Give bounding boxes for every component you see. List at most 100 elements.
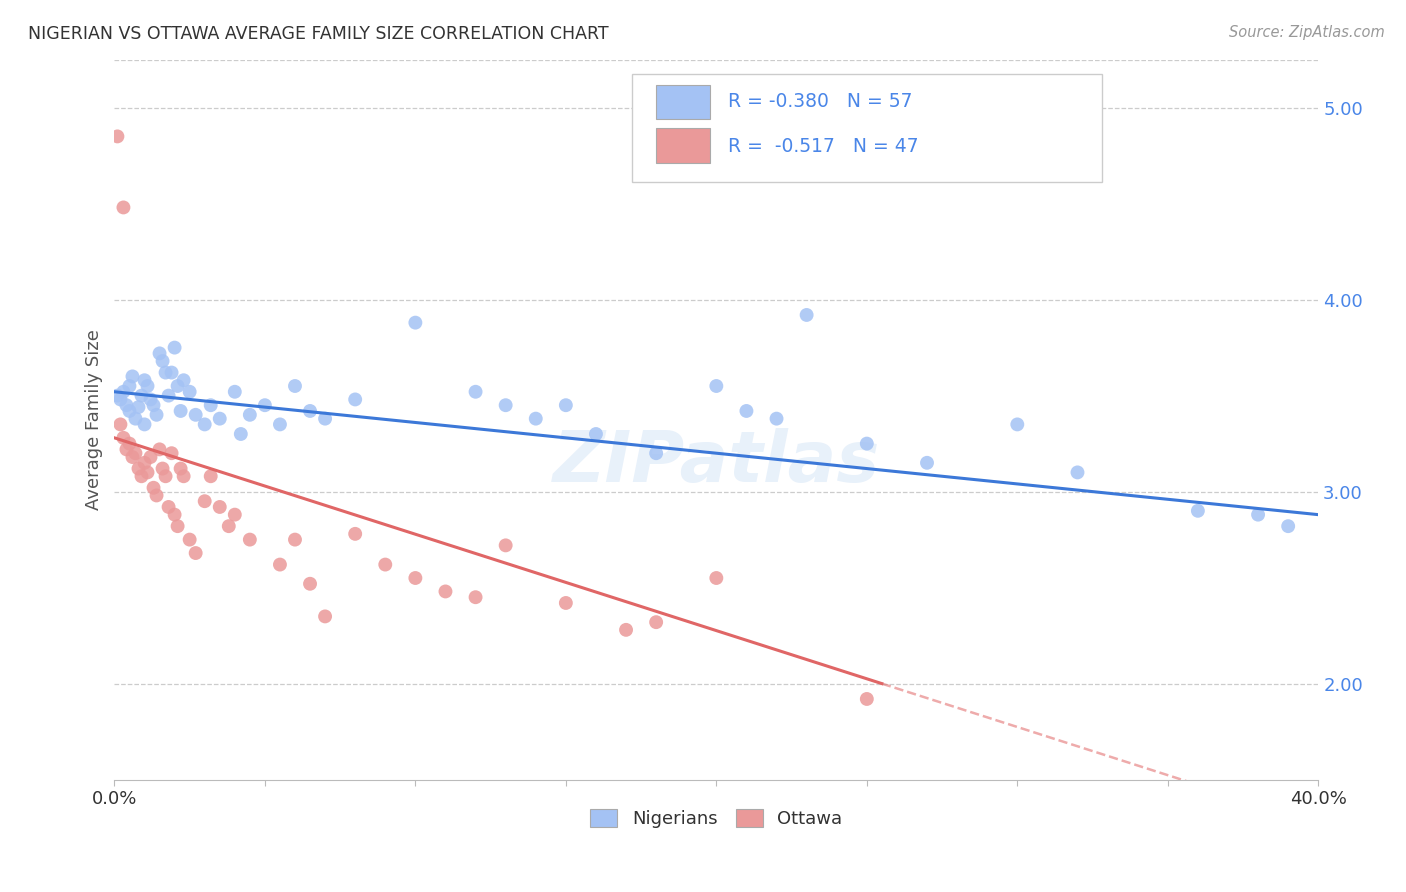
Point bbox=[495, 538, 517, 552]
Point bbox=[163, 341, 186, 355]
Point bbox=[142, 398, 165, 412]
Point bbox=[136, 466, 159, 480]
FancyBboxPatch shape bbox=[657, 128, 710, 162]
Point bbox=[127, 400, 149, 414]
Point bbox=[404, 316, 426, 330]
Point bbox=[160, 446, 183, 460]
Point bbox=[166, 519, 188, 533]
Text: R = -0.380   N = 57: R = -0.380 N = 57 bbox=[728, 92, 912, 111]
Point bbox=[134, 373, 156, 387]
Point bbox=[110, 417, 132, 432]
Point bbox=[404, 571, 426, 585]
Point bbox=[118, 436, 141, 450]
Point bbox=[139, 450, 162, 464]
Point bbox=[269, 417, 291, 432]
Point bbox=[614, 623, 637, 637]
Text: NIGERIAN VS OTTAWA AVERAGE FAMILY SIZE CORRELATION CHART: NIGERIAN VS OTTAWA AVERAGE FAMILY SIZE C… bbox=[28, 25, 609, 43]
Point bbox=[218, 519, 240, 533]
Point bbox=[194, 417, 217, 432]
Point bbox=[184, 408, 207, 422]
Point bbox=[704, 571, 727, 585]
Point bbox=[554, 398, 576, 412]
Point bbox=[735, 404, 758, 418]
Point bbox=[142, 481, 165, 495]
Point bbox=[160, 366, 183, 380]
Point bbox=[314, 411, 336, 425]
Point bbox=[253, 398, 276, 412]
Point bbox=[314, 609, 336, 624]
Point bbox=[915, 456, 938, 470]
Point bbox=[344, 526, 367, 541]
Point bbox=[121, 369, 143, 384]
Point bbox=[464, 591, 486, 605]
Text: Source: ZipAtlas.com: Source: ZipAtlas.com bbox=[1229, 25, 1385, 40]
Point bbox=[796, 308, 818, 322]
Point bbox=[284, 379, 307, 393]
Point bbox=[704, 379, 727, 393]
Point bbox=[163, 508, 186, 522]
Point bbox=[585, 427, 607, 442]
Point bbox=[136, 379, 159, 393]
Point bbox=[856, 436, 879, 450]
Point bbox=[169, 461, 191, 475]
Point bbox=[124, 446, 146, 460]
Point bbox=[239, 533, 262, 547]
Point bbox=[115, 442, 138, 457]
Point bbox=[1277, 519, 1299, 533]
Point bbox=[152, 461, 174, 475]
Point bbox=[145, 408, 167, 422]
Point bbox=[173, 469, 195, 483]
Point bbox=[1007, 417, 1029, 432]
Point bbox=[148, 442, 170, 457]
Point bbox=[856, 692, 879, 706]
Point bbox=[152, 354, 174, 368]
Point bbox=[155, 469, 177, 483]
Point bbox=[115, 398, 138, 412]
Point bbox=[269, 558, 291, 572]
Point bbox=[112, 201, 135, 215]
Point bbox=[121, 450, 143, 464]
FancyBboxPatch shape bbox=[633, 74, 1101, 182]
Point bbox=[127, 461, 149, 475]
Point bbox=[107, 129, 129, 144]
Point bbox=[208, 500, 231, 514]
Point bbox=[434, 584, 457, 599]
Point bbox=[1066, 466, 1088, 480]
Point bbox=[464, 384, 486, 399]
Point bbox=[131, 469, 153, 483]
Text: R =  -0.517   N = 47: R = -0.517 N = 47 bbox=[728, 136, 920, 155]
Point bbox=[179, 533, 201, 547]
Point bbox=[224, 384, 246, 399]
Text: ZIPatlas: ZIPatlas bbox=[553, 428, 880, 498]
Point bbox=[112, 384, 135, 399]
Point bbox=[131, 389, 153, 403]
Point bbox=[208, 411, 231, 425]
Point bbox=[107, 389, 129, 403]
Point bbox=[110, 392, 132, 407]
Point bbox=[155, 366, 177, 380]
Point bbox=[765, 411, 787, 425]
Point bbox=[645, 446, 668, 460]
Point bbox=[344, 392, 367, 407]
Point bbox=[524, 411, 547, 425]
Point bbox=[169, 404, 191, 418]
Point bbox=[173, 373, 195, 387]
Point bbox=[554, 596, 576, 610]
Point bbox=[112, 431, 135, 445]
Point bbox=[495, 398, 517, 412]
Point bbox=[157, 389, 180, 403]
Point bbox=[145, 488, 167, 502]
Point bbox=[139, 392, 162, 407]
Point bbox=[1247, 508, 1270, 522]
Point bbox=[374, 558, 396, 572]
Point bbox=[200, 398, 222, 412]
FancyBboxPatch shape bbox=[657, 85, 710, 120]
Point bbox=[284, 533, 307, 547]
Point bbox=[166, 379, 188, 393]
Point bbox=[299, 576, 322, 591]
Point bbox=[229, 427, 252, 442]
Legend: Nigerians, Ottawa: Nigerians, Ottawa bbox=[583, 802, 849, 836]
Point bbox=[118, 379, 141, 393]
Point bbox=[645, 615, 668, 629]
Y-axis label: Average Family Size: Average Family Size bbox=[86, 329, 103, 510]
